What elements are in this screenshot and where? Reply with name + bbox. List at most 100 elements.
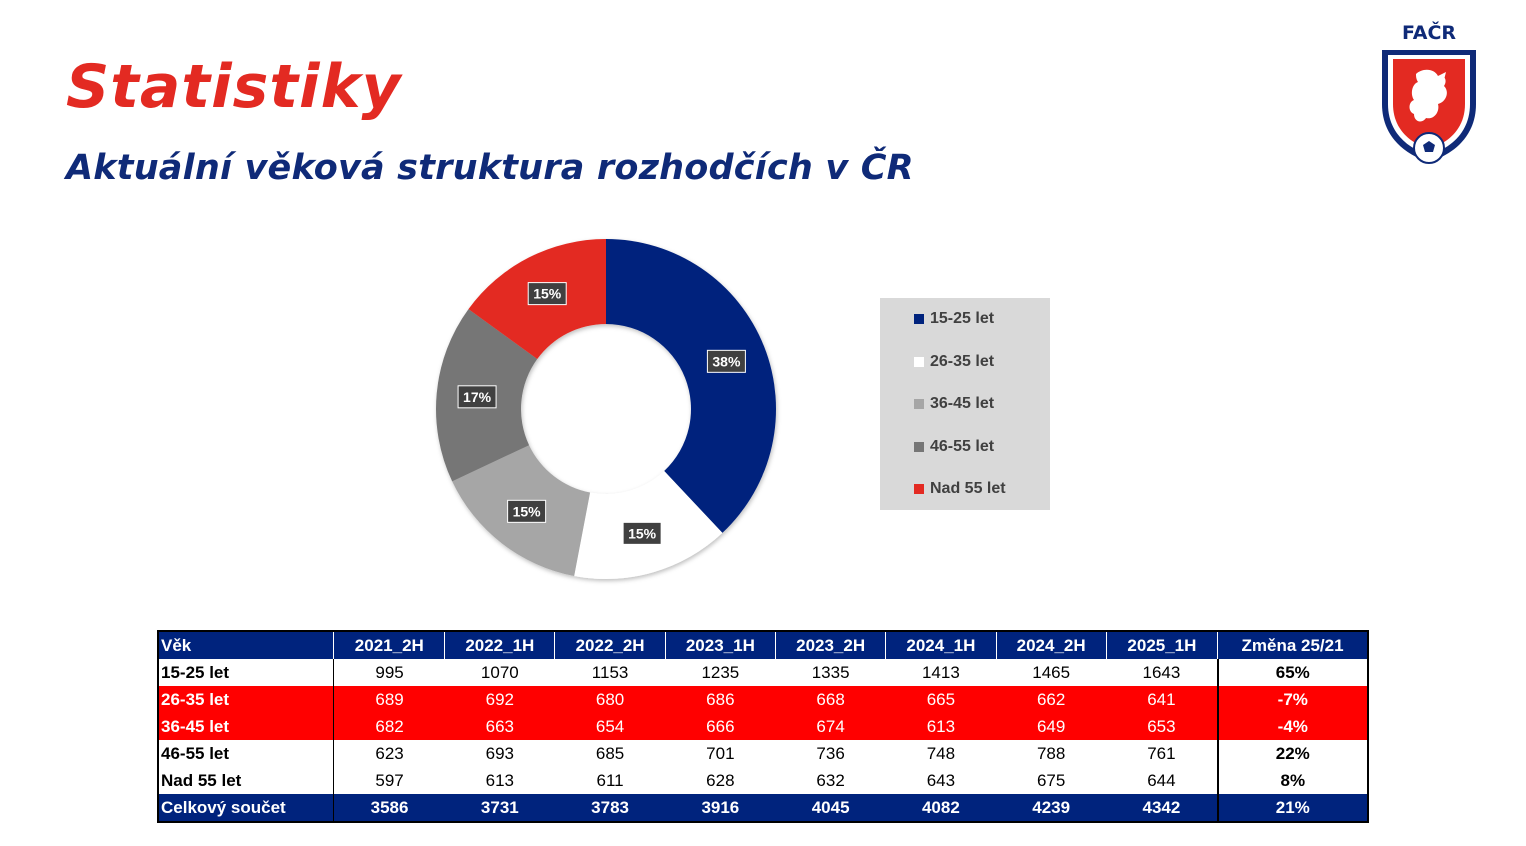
value-cell: 611 bbox=[554, 767, 666, 794]
table-header-row: Věk 2021_2H 2022_1H 2022_2H 2023_1H 2023_2H 20… bbox=[158, 631, 1369, 659]
legend-swatch bbox=[914, 399, 924, 409]
legend-item: 15-25 let bbox=[914, 310, 994, 328]
table-header-cell: 2024_1H bbox=[885, 631, 997, 659]
value-cell: 641 bbox=[1106, 686, 1218, 713]
row-label-cell: Nad 55 let bbox=[158, 767, 335, 794]
value-cell: 1235 bbox=[665, 659, 776, 686]
page-title: Statistiky bbox=[66, 52, 402, 122]
value-cell: 643 bbox=[885, 767, 997, 794]
svg-text:38%: 38% bbox=[712, 353, 741, 369]
value-cell: 623 bbox=[333, 740, 445, 767]
change-cell: 8% bbox=[1216, 767, 1368, 794]
table-row: Celkový součet 3586 3731 3783 3916 4045 4082 42… bbox=[158, 794, 1368, 822]
value-cell: 692 bbox=[444, 686, 555, 713]
value-cell: 3731 bbox=[444, 794, 555, 822]
value-cell: 597 bbox=[333, 767, 445, 794]
value-cell: 644 bbox=[1106, 767, 1218, 794]
value-cell: 675 bbox=[996, 767, 1107, 794]
value-cell: 680 bbox=[554, 686, 666, 713]
table-header-cell: 2023_2H bbox=[775, 631, 887, 659]
change-cell: -4% bbox=[1216, 713, 1368, 740]
donut-data-label-3: 15% bbox=[507, 499, 547, 523]
table-header-cell: 2024_2H bbox=[996, 631, 1107, 659]
donut-data-label-1: 38% bbox=[706, 349, 746, 373]
table-row: 36-45 let 682 663 654 666 674 613 649 653 -4% bbox=[158, 713, 1368, 740]
table-header-cell: 2023_1H bbox=[665, 631, 776, 659]
legend-item: 46-55 let bbox=[914, 438, 994, 456]
row-label-cell: 36-45 let bbox=[158, 713, 335, 740]
table-header-cell: Změna 25/21 bbox=[1217, 631, 1369, 659]
page-subtitle: Aktuální věková struktura rozhodčích v Č… bbox=[66, 148, 914, 188]
value-cell: 686 bbox=[665, 686, 776, 713]
value-cell: 1070 bbox=[444, 659, 555, 686]
value-cell: 693 bbox=[444, 740, 555, 767]
svg-text:17%: 17% bbox=[463, 389, 492, 405]
row-label-cell: Celkový součet bbox=[158, 794, 335, 822]
table-header-cell: Věk bbox=[158, 631, 335, 659]
value-cell: 1413 bbox=[885, 659, 997, 686]
legend-item: 36-45 let bbox=[914, 395, 994, 413]
svg-text:15%: 15% bbox=[628, 525, 657, 541]
legend-item: Nad 55 let bbox=[914, 480, 1006, 498]
value-cell: 1643 bbox=[1106, 659, 1218, 686]
age-structure-table: Věk 2021_2H 2022_1H 2022_2H 2023_1H 2023_2H 20… bbox=[157, 630, 1369, 823]
value-cell: 4045 bbox=[775, 794, 886, 822]
value-cell: 4082 bbox=[885, 794, 997, 822]
table-row: Nad 55 let 597 613 611 628 632 643 675 644 8% bbox=[158, 767, 1368, 794]
donut-data-label-5: 15% bbox=[527, 282, 567, 306]
chart-legend: 15-25 let 26-35 let 36-45 let 46-55 let Nad … bbox=[880, 298, 1050, 510]
table-row: 15-25 let 995 1070 1153 1235 1335 1413 1465 1643… bbox=[158, 659, 1368, 686]
change-cell: -7% bbox=[1216, 686, 1368, 713]
row-label-cell: 26-35 let bbox=[158, 686, 335, 713]
donut-data-label-4: 17% bbox=[457, 385, 497, 409]
value-cell: 666 bbox=[665, 713, 776, 740]
legend-label: 36-45 let bbox=[930, 395, 995, 412]
value-cell: 689 bbox=[333, 686, 445, 713]
logo-text: FAČR bbox=[1401, 22, 1457, 44]
legend-label: 46-55 let bbox=[930, 437, 995, 455]
value-cell: 748 bbox=[885, 740, 997, 767]
legend-label: Nad 55 let bbox=[930, 480, 1006, 497]
legend-swatch bbox=[914, 356, 924, 367]
row-label-cell: 15-25 let bbox=[158, 659, 335, 686]
facr-crest-icon bbox=[1382, 50, 1476, 164]
table-row: 26-35 let 689 692 680 686 668 665 662 641 -7% bbox=[158, 686, 1368, 713]
value-cell: 649 bbox=[996, 713, 1107, 740]
table-header-cell: 2025_1H bbox=[1106, 631, 1219, 659]
value-cell: 665 bbox=[885, 686, 997, 713]
value-cell: 761 bbox=[1106, 740, 1218, 767]
legend-label: 15-25 let bbox=[930, 310, 995, 327]
value-cell: 663 bbox=[444, 713, 555, 740]
value-cell: 613 bbox=[444, 767, 555, 794]
table-header-cell: 2021_2H bbox=[333, 631, 446, 659]
row-label-cell: 46-55 let bbox=[158, 740, 335, 767]
value-cell: 632 bbox=[775, 767, 886, 794]
donut-slice-1 bbox=[606, 239, 776, 533]
value-cell: 613 bbox=[885, 713, 997, 740]
value-cell: 654 bbox=[554, 713, 666, 740]
value-cell: 736 bbox=[775, 740, 886, 767]
value-cell: 653 bbox=[1106, 713, 1218, 740]
value-cell: 3783 bbox=[554, 794, 666, 822]
table-header-cell: 2022_2H bbox=[554, 631, 666, 659]
value-cell: 701 bbox=[665, 740, 776, 767]
value-cell: 4239 bbox=[996, 794, 1107, 822]
value-cell: 674 bbox=[775, 713, 886, 740]
legend-swatch bbox=[914, 314, 924, 324]
legend-swatch bbox=[914, 441, 924, 452]
change-cell: 21% bbox=[1216, 794, 1368, 822]
table-row: 46-55 let 623 693 685 701 736 748 788 761 22% bbox=[158, 740, 1368, 767]
change-cell: 65% bbox=[1216, 659, 1368, 686]
svg-text:15%: 15% bbox=[513, 503, 542, 519]
facr-logo: FAČR bbox=[1374, 22, 1484, 170]
donut-data-label-2: 15% bbox=[622, 521, 662, 545]
legend-swatch bbox=[914, 484, 924, 494]
legend-label: 26-35 let bbox=[930, 352, 995, 370]
donut-chart: 38% 15% 15% 17% 15% bbox=[436, 239, 776, 579]
value-cell: 788 bbox=[996, 740, 1107, 767]
change-cell: 22% bbox=[1216, 740, 1368, 767]
table-header-cell: 2022_1H bbox=[444, 631, 556, 659]
svg-text:15%: 15% bbox=[533, 286, 562, 302]
legend-item: 26-35 let bbox=[914, 353, 994, 371]
value-cell: 1153 bbox=[554, 659, 666, 686]
